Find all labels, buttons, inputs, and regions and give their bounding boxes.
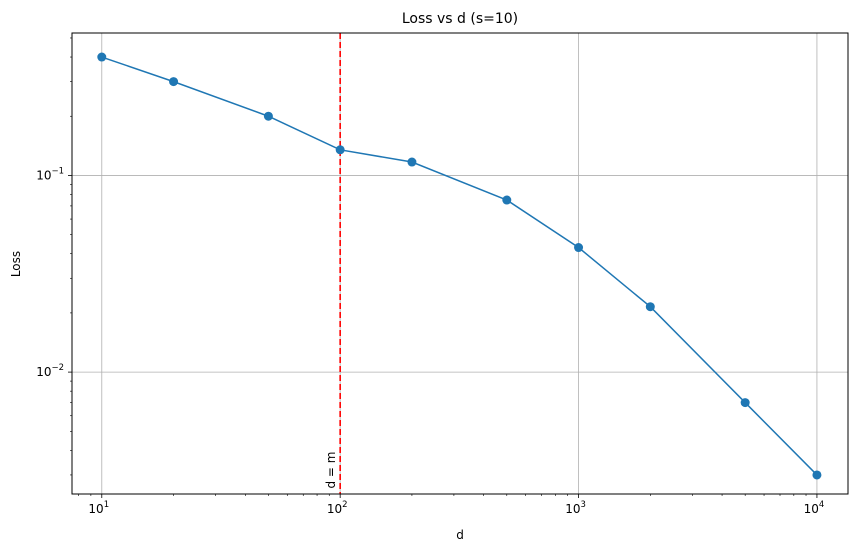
x-tick-label: 103 [565,500,586,516]
y-tick-label: 10−1 [36,166,64,182]
data-point [97,52,107,62]
data-point [169,77,179,87]
x-tick-label: 101 [88,500,109,516]
data-point [335,145,345,155]
data-point [263,111,273,121]
x-axis-title: d [456,528,464,542]
y-tick-label: 10−2 [36,363,64,379]
series-layer [97,52,822,480]
plot-frame [71,32,849,495]
chart-title: Loss vs d (s=10) [402,11,518,27]
x-tick-label: 104 [804,500,825,516]
data-point [645,302,655,312]
data-point [502,195,512,205]
major-ticks [68,175,818,498]
y-axis-title: Loss [9,251,23,277]
data-point [812,470,822,480]
series-line [101,56,818,476]
data-point [407,157,417,167]
data-point [574,243,584,253]
data-point [740,398,750,408]
reference-line-label: d = m [324,452,338,489]
x-tick-label: 102 [327,500,348,516]
